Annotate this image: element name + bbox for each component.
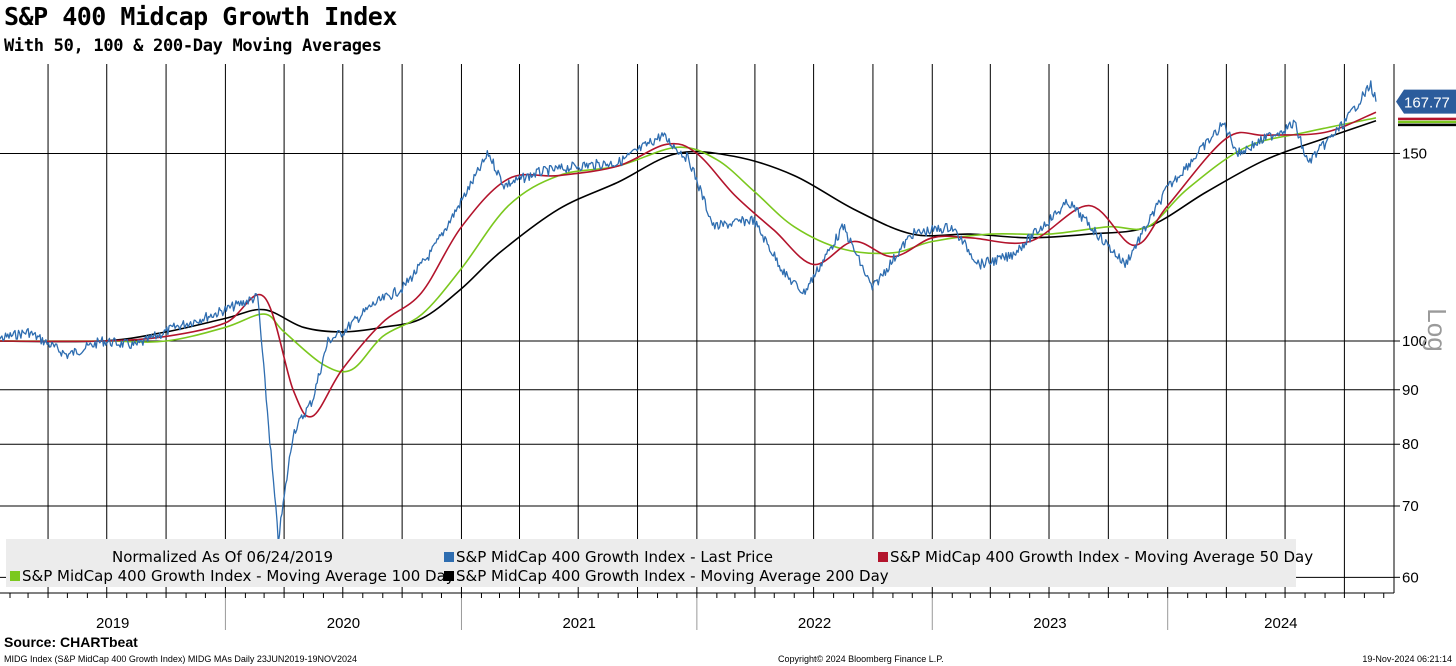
legend-normalized-note: Normalized As Of 06/24/2019 [112, 548, 333, 566]
legend-background [6, 539, 1296, 587]
x-tick-label: 2020 [327, 615, 360, 632]
x-tick-label: 2019 [96, 615, 129, 632]
legend-item-ma200: S&P MidCap 400 Growth Index - Moving Ave… [456, 567, 889, 585]
legend-item-last-price: S&P MidCap 400 Growth Index - Last Price [456, 548, 773, 566]
y-tick-label: 80 [1402, 436, 1419, 453]
legend-item-ma50: S&P MidCap 400 Growth Index - Moving Ave… [890, 548, 1313, 566]
footer-timestamp: 19-Nov-2024 06:21:14 [1362, 654, 1452, 664]
legend-swatch [878, 552, 888, 562]
legend: Normalized As Of 06/24/2019 S&P MidCap 40… [6, 539, 1313, 587]
series-line-ma100 [0, 117, 1377, 373]
chart-title: S&P 400 Midcap Growth Index [4, 2, 397, 31]
source-note: Source: CHARTbeat [4, 634, 138, 650]
series-line-last-price [0, 80, 1377, 544]
series-lines [0, 80, 1377, 544]
log-scale-label: Log [1422, 308, 1452, 351]
x-tick-label: 2024 [1264, 615, 1297, 632]
x-tick-label: 2023 [1033, 615, 1066, 632]
ma-end-marker [1398, 117, 1456, 121]
legend-swatch [10, 571, 20, 581]
last-value-tag [1396, 89, 1456, 114]
y-tick-label: 70 [1402, 498, 1419, 515]
ma-end-marker [1398, 120, 1456, 124]
legend-item-ma100: S&P MidCap 400 Growth Index - Moving Ave… [22, 567, 455, 585]
vertical-gridlines [47, 64, 1345, 593]
ma-end-marker [1398, 123, 1456, 127]
series-line-ma50 [0, 111, 1377, 418]
x-tick-label: 2022 [798, 615, 831, 632]
footer-ticker-info: MIDG Index (S&P MidCap 400 Growth Index)… [4, 654, 357, 664]
y-tick-labels: 60 70 80 90 100 150 Log [1402, 145, 1452, 586]
chart-subtitle: With 50, 100 & 200-Day Moving Averages [4, 36, 382, 56]
x-tick-labels: 2019 2020 2021 2022 2023 2024 [9, 593, 1385, 632]
legend-swatch [444, 571, 454, 581]
y-tick-label: 60 [1402, 569, 1419, 586]
footer-copyright: Copyright© 2024 Bloomberg Finance L.P. [778, 654, 944, 664]
x-tick-label: 2021 [562, 615, 595, 632]
y-tick-label: 90 [1402, 382, 1419, 399]
y-tick-label: 100 [1402, 333, 1427, 350]
last-value-label: 167.77 [1404, 95, 1450, 112]
y-tick-label: 150 [1402, 145, 1427, 162]
legend-swatch [444, 552, 454, 562]
